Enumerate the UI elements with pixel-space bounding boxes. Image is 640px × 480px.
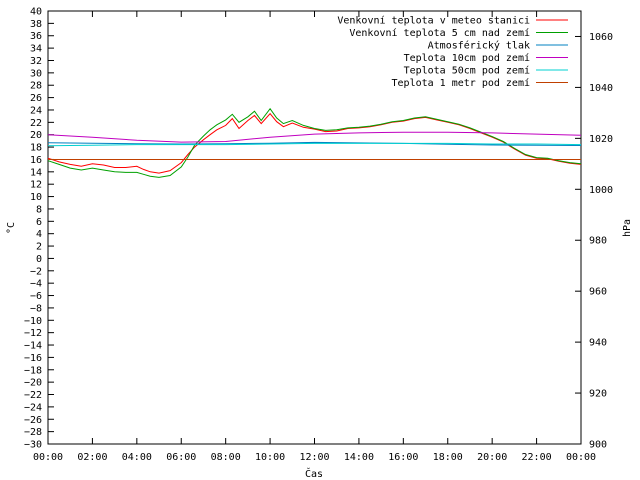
y-tick-label: 16: [30, 155, 42, 166]
y-tick-label: 38: [30, 19, 42, 30]
x-tick-label: 14:00: [344, 452, 374, 463]
y-tick-label: −22: [24, 390, 42, 401]
y-tick-label: −24: [24, 402, 42, 413]
y2-tick-label: 920: [589, 389, 607, 400]
y2-tick-label: 1040: [589, 83, 613, 94]
x-tick-label: 10:00: [255, 452, 285, 463]
y2-tick-label: 940: [589, 338, 607, 349]
legend: Venkovní teplota v meteo staniciVenkovní…: [337, 15, 568, 89]
y-tick-label: 40: [30, 7, 42, 18]
y-tick-label: −12: [24, 328, 42, 339]
y-tick-label: 14: [30, 167, 42, 178]
series-lines: [47, 107, 582, 178]
x-tick-label: 20:00: [477, 452, 507, 463]
legend-label: Teplota 50cm pod zemí: [404, 65, 530, 77]
x-tick-label: 08:00: [211, 452, 241, 463]
x-tick-label: 04:00: [122, 452, 152, 463]
x-tick-label: 12:00: [299, 452, 329, 463]
y2-tick-label: 960: [589, 287, 607, 298]
y-tick-label: 24: [30, 105, 42, 116]
y-tick-label: −18: [24, 365, 42, 376]
y2-tick-label: 1060: [589, 32, 613, 43]
y-axis-title: °C: [6, 222, 17, 234]
y-tick-label: 10: [30, 192, 42, 203]
y-tick-label: −16: [24, 353, 42, 364]
series-line-4: [47, 142, 582, 147]
y2-tick-label: 1020: [589, 134, 613, 145]
x-tick-label: 16:00: [388, 452, 418, 463]
y2-tick-label: 1000: [589, 185, 613, 196]
y-tick-label: −14: [24, 341, 42, 352]
y-tick-label: −4: [30, 279, 42, 290]
x-tick-label: 18:00: [433, 452, 463, 463]
y-tick-label: 28: [30, 81, 42, 92]
legend-label: Atmosférický tlak: [428, 40, 530, 52]
y-tick-label: 34: [30, 44, 42, 55]
x-tick-label: 00:00: [33, 452, 63, 463]
y-tick-label: −30: [24, 440, 42, 451]
x-tick-label: 22:00: [522, 452, 552, 463]
y-tick-label: 20: [30, 130, 42, 141]
y-tick-label: 8: [36, 204, 42, 215]
y-tick-label: 22: [30, 118, 42, 129]
legend-label: Teplota 10cm pod zemí: [404, 52, 530, 64]
y-tick-label: 4: [36, 229, 42, 240]
y-tick-label: 30: [30, 68, 42, 79]
series-line-2: [47, 141, 582, 146]
y-tick-label: 0: [36, 254, 42, 265]
legend-label: Venkovní teplota 5 cm nad zemí: [349, 27, 530, 39]
y-tick-label: −10: [24, 316, 42, 327]
y2-tick-label: 980: [589, 236, 607, 247]
y-tick-label: 12: [30, 180, 42, 191]
y-tick-label: 36: [30, 31, 42, 42]
y2-tick-label: 900: [589, 440, 607, 451]
series-line-3: [47, 131, 582, 143]
x-tick-label: 02:00: [77, 452, 107, 463]
y-tick-label: −2: [30, 266, 42, 277]
y-tick-label: 6: [36, 217, 42, 228]
y-tick-label: 18: [30, 143, 42, 154]
y-tick-label: −6: [30, 291, 42, 302]
series-line-1: [47, 107, 582, 178]
y2-axis-title: hPa: [622, 219, 633, 237]
y-tick-label: −26: [24, 415, 42, 426]
x-tick-label: 06:00: [166, 452, 196, 463]
legend-label: Teplota 1 metr pod zemí: [392, 77, 530, 89]
y-tick-label: −20: [24, 378, 42, 389]
legend-label: Venkovní teplota v meteo stanici: [337, 15, 530, 27]
y-tick-label: −28: [24, 427, 42, 438]
y-tick-label: 32: [30, 56, 42, 67]
x-axis-title: Čas: [305, 467, 323, 480]
y-tick-label: 2: [36, 242, 42, 253]
axis-ticks: 00:00 02:00 04:00 06:00 08:00 10:00 12:00 14:00…: [24, 7, 613, 464]
y-tick-label: 26: [30, 93, 42, 104]
y-tick-label: −8: [30, 303, 42, 314]
x-tick-label: 00:00: [566, 452, 596, 463]
